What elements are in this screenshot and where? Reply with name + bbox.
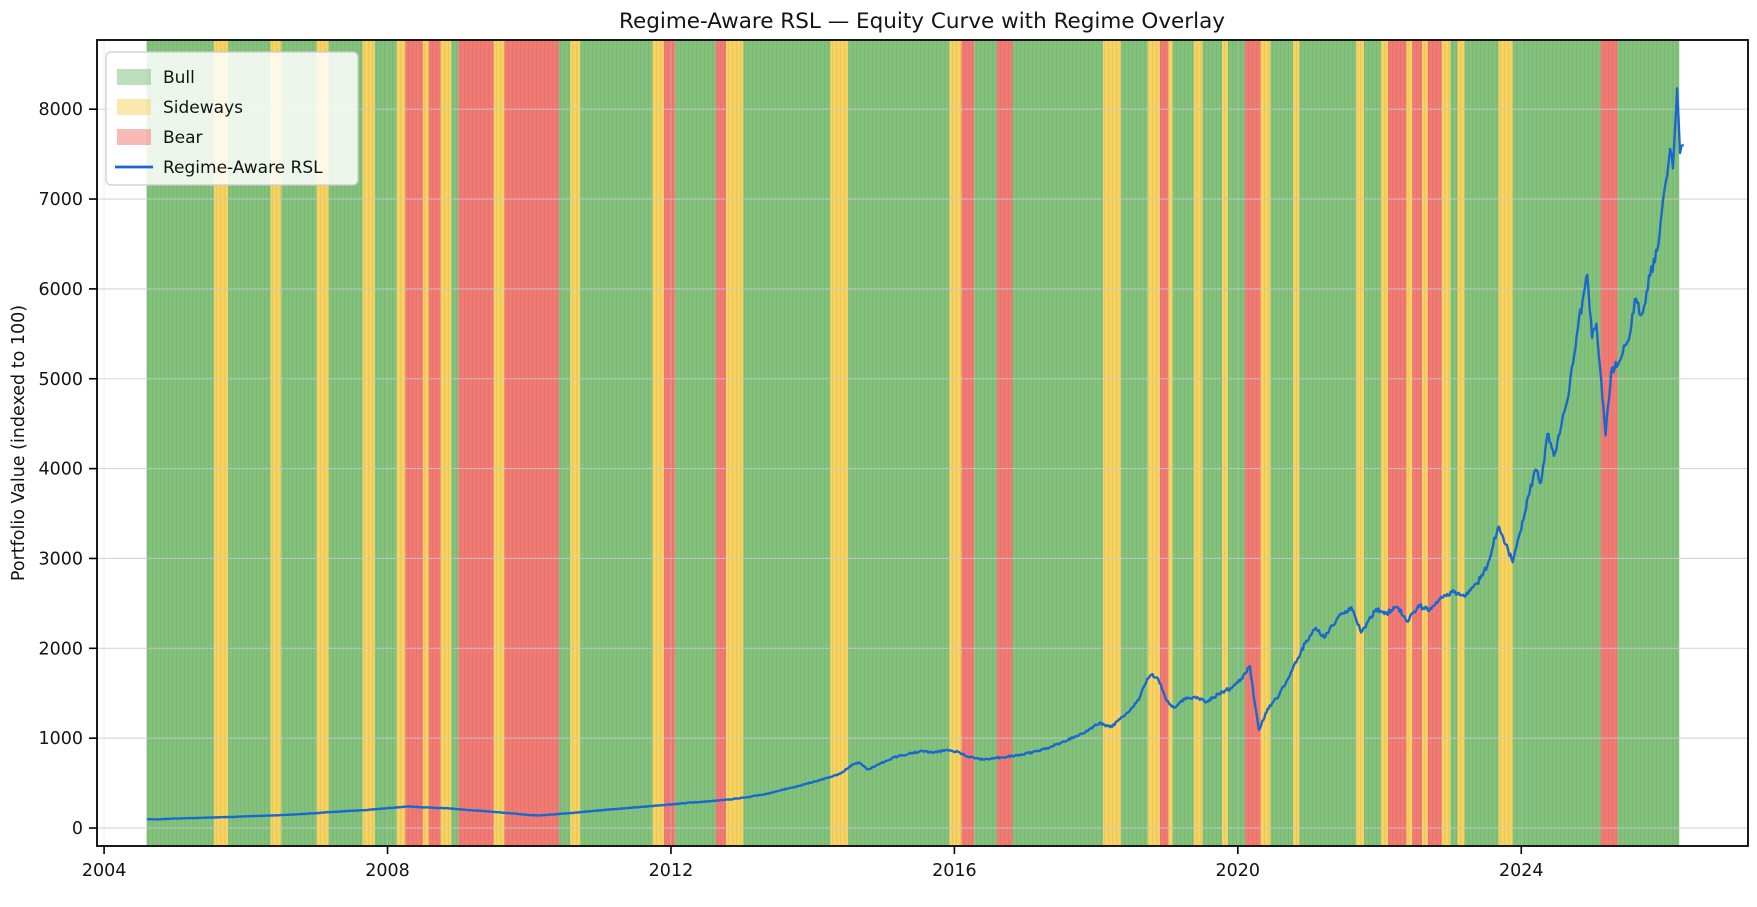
equity-curve-line (146, 87, 1684, 821)
y-tick-label: 6000 (38, 280, 83, 300)
plot-spines (96, 39, 1749, 847)
legend: Bull Sideways Bear Regime-Aware RSL (105, 51, 359, 186)
y-tick-label: 0 (72, 819, 83, 839)
y-axis-label: Portfolio Value (indexed to 100) (9, 305, 29, 581)
legend-box (105, 51, 359, 186)
y-tick-label: 5000 (38, 370, 83, 390)
legend-swatch (117, 99, 151, 115)
grid-layer (97, 40, 1748, 846)
legend-item-bear: Bear (117, 128, 203, 148)
band-texture (146, 40, 1680, 846)
equity-curve-path (146, 87, 1684, 821)
x-tick-label: 2020 (1216, 861, 1261, 881)
y-axis: 0 1000 2000 3000 4000 5000 6000 7000 8000 (38, 100, 97, 839)
legend-label: Bear (163, 128, 203, 148)
chart-title: Regime-Aware RSL — Equity Curve with Reg… (619, 9, 1225, 34)
y-tick-label: 2000 (38, 639, 83, 659)
legend-label: Bull (163, 68, 195, 88)
x-tick-label: 2012 (649, 861, 694, 881)
legend-swatch (117, 69, 151, 85)
x-tick-label: 2016 (932, 861, 977, 881)
legend-label: Regime-Aware RSL (163, 158, 323, 178)
x-tick-label: 2004 (82, 861, 127, 881)
y-tick-label: 8000 (38, 100, 83, 120)
legend-item-sideways: Sideways (117, 98, 243, 118)
y-tick-label: 3000 (38, 549, 83, 569)
legend-label: Sideways (163, 98, 243, 118)
x-axis: 2004 2008 2012 2016 2020 2024 (82, 846, 1544, 881)
legend-item-regime-aware-rsl: Regime-Aware RSL (115, 158, 323, 178)
y-tick-label: 1000 (38, 729, 83, 749)
legend-swatch (117, 129, 151, 145)
band-texture-layer (146, 40, 1680, 846)
y-tick-label: 4000 (38, 460, 83, 480)
x-tick-label: 2024 (1499, 861, 1544, 881)
legend-item-bull: Bull (117, 68, 195, 88)
y-tick-label: 7000 (38, 190, 83, 210)
x-tick-label: 2008 (365, 861, 410, 881)
